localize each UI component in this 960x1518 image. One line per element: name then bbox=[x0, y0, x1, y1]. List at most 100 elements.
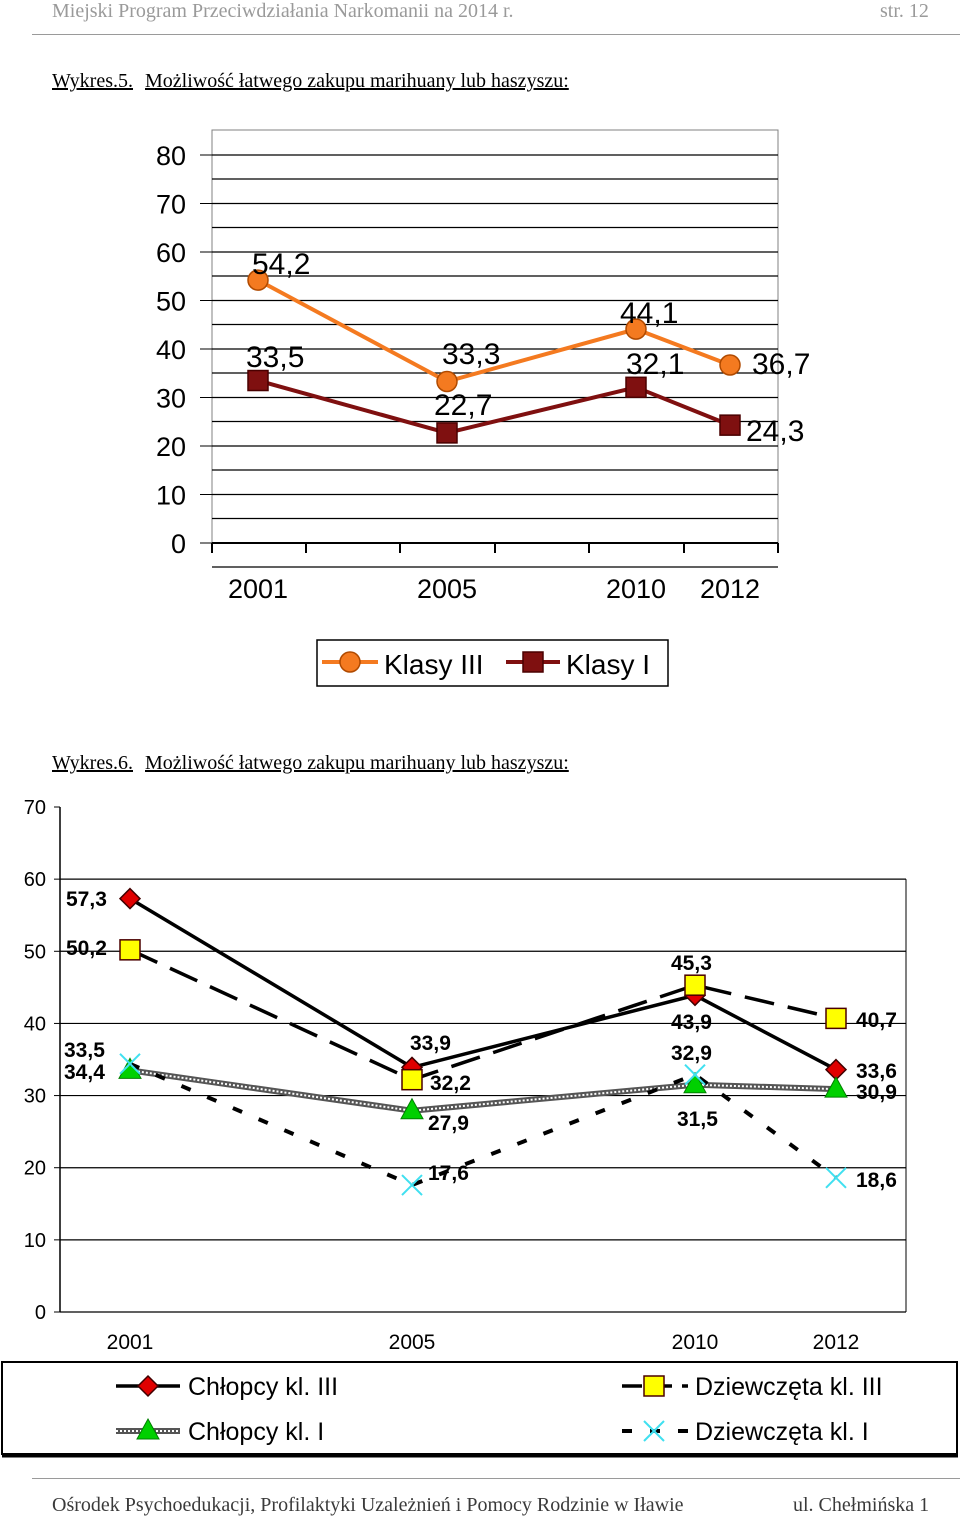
header-divider bbox=[32, 34, 960, 35]
chart2-series-dziewczeta-kl-iii: 50,2 32,2 45,3 40,7 bbox=[66, 937, 897, 1095]
chart1-x-tick-label: 2012 bbox=[700, 574, 760, 604]
chart1-y-tick-label: 60 bbox=[156, 238, 186, 268]
chart1-data-point bbox=[247, 369, 269, 392]
chart1-legend-label: Klasy I bbox=[566, 649, 650, 680]
chart1-data-point bbox=[436, 422, 458, 444]
chart2-data-point bbox=[401, 1068, 423, 1091]
chart2-data-point bbox=[825, 1167, 847, 1189]
chart2-legend-box bbox=[1, 1361, 958, 1455]
chart1-data-label: 36,7 bbox=[752, 348, 810, 381]
chart1-caption-label: Wykres.5. bbox=[52, 70, 133, 92]
chart1-legend-label: Klasy III bbox=[384, 649, 484, 680]
chart2-x-tick-label: 2010 bbox=[672, 1331, 719, 1354]
chart1-data-point bbox=[436, 370, 458, 393]
chart1-data-label: 24,3 bbox=[746, 415, 804, 448]
chart2-legend-marker-dziewczeta-kl-i bbox=[643, 1420, 665, 1442]
chart1-data-label: 32,1 bbox=[626, 348, 684, 381]
chart2-data-label: 33,6 bbox=[856, 1060, 897, 1083]
chart1-legend-marker-klasy-iii bbox=[339, 651, 361, 673]
chart1-x-tick-label: 2005 bbox=[417, 574, 477, 604]
chart1-caption: Wykres.5. Możliwość łatwego zakupu marihu… bbox=[52, 70, 569, 93]
chart1-data-label: 33,5 bbox=[246, 341, 304, 374]
chart1-y-tick-label: 80 bbox=[156, 141, 186, 171]
chart1-y-tick-label: 50 bbox=[156, 287, 186, 317]
chart1-x-tick-label: 2010 bbox=[606, 574, 666, 604]
chart2-legend-marker-dziewczeta-kl-iii bbox=[643, 1375, 665, 1397]
footer-address-right: ul. Chełmińska 1 bbox=[793, 1494, 930, 1516]
footer-address-left: Ośrodek Psychoedukacji, Profilaktyki Uza… bbox=[52, 1494, 684, 1516]
chart2-data-label: 33,9 bbox=[410, 1032, 451, 1055]
chart1-caption-title: Możliwość łatwego zakupu marihuany lub h… bbox=[145, 70, 569, 92]
chart2-legend-marker-chlopcy-kl-i bbox=[136, 1417, 160, 1440]
chart1-plot-area bbox=[211, 129, 779, 544]
chart2-series-line bbox=[129, 897, 837, 1072]
chart2-data-point bbox=[119, 939, 141, 961]
chart2-data-point bbox=[824, 1076, 848, 1098]
chart1-data-point bbox=[625, 376, 647, 399]
chart1-series-line bbox=[257, 378, 731, 435]
chart1-data-label: 54,2 bbox=[252, 248, 310, 281]
chart1-y-tick-label: 40 bbox=[156, 335, 186, 365]
chart2-data-point bbox=[825, 1007, 847, 1030]
chart2-data-point bbox=[684, 974, 706, 996]
chart2-x-tick-label: 2001 bbox=[107, 1331, 154, 1354]
chart2-data-label: 30,9 bbox=[856, 1081, 897, 1104]
chart2-y-tick-label: 70 bbox=[24, 797, 46, 819]
chart1-series-line bbox=[257, 278, 731, 384]
page-number: str. 12 bbox=[880, 0, 929, 22]
chart1-data-label: 22,7 bbox=[434, 389, 492, 422]
chart1-y-tick-label: 70 bbox=[156, 190, 186, 220]
chart2-y-tick-label: 40 bbox=[24, 1013, 46, 1035]
chart1-series-klasy-i: 33,5 22,7 32,1 24,3 bbox=[246, 341, 804, 448]
chart2-data-label: 43,9 bbox=[671, 1011, 712, 1034]
chart2-y-tick-label: 30 bbox=[24, 1086, 46, 1108]
header-title: Miejski Program Przeciwdziałania Narkoma… bbox=[52, 0, 514, 22]
chart1-line-chart: 0 10 20 30 40 50 60 70 80 2001 2005 2010 2012 54,2 33,… bbox=[156, 129, 810, 687]
chart2-legend-label: Chłopcy kl. III bbox=[188, 1373, 338, 1401]
chart2-y-tick-label: 50 bbox=[24, 941, 46, 963]
chart1-data-point bbox=[247, 269, 269, 291]
chart2-data-label: 50,2 bbox=[66, 937, 107, 960]
chart1-x-tick-label: 2001 bbox=[228, 574, 288, 604]
chart2-caption: Wykres.6. Możliwość łatwego zakupu marihu… bbox=[52, 752, 569, 775]
chart1-y-tick-label: 10 bbox=[156, 481, 186, 511]
chart2-data-point bbox=[400, 1097, 424, 1120]
footer-divider bbox=[32, 1478, 960, 1479]
chart2-data-label: 27,9 bbox=[428, 1112, 469, 1135]
chart1-legend: Klasy III Klasy I bbox=[316, 639, 669, 687]
chart2-legend-label: Dziewczęta kl. III bbox=[695, 1373, 883, 1401]
chart1-data-point bbox=[719, 414, 741, 436]
chart1-data-point bbox=[719, 354, 741, 376]
chart2-y-tick-label: 10 bbox=[24, 1230, 46, 1252]
chart1-legend-box bbox=[316, 639, 669, 687]
chart2-series-line bbox=[129, 1067, 837, 1114]
chart2-data-label: 33,5 bbox=[64, 1039, 105, 1062]
chart1-y-tick-label: 30 bbox=[156, 384, 186, 414]
chart2-legend-label: Dziewczęta kl. I bbox=[695, 1418, 869, 1446]
chart2-data-label: 57,3 bbox=[66, 888, 107, 911]
chart2-y-tick-label: 0 bbox=[35, 1302, 46, 1324]
chart1-data-point bbox=[625, 318, 647, 340]
chart1-series-klasy-iii: 54,2 33,3 44,1 36,7 bbox=[247, 248, 810, 393]
chart2-data-label: 17,6 bbox=[428, 1162, 469, 1185]
chart1-data-label: 44,1 bbox=[620, 297, 678, 330]
chart2-data-point bbox=[683, 1071, 707, 1094]
chart1-data-label: 33,3 bbox=[442, 338, 500, 371]
chart2-data-label: 32,2 bbox=[430, 1072, 471, 1095]
chart2-data-point bbox=[684, 1063, 706, 1086]
chart2-series-line bbox=[129, 948, 837, 1082]
chart2-x-tick-label: 2012 bbox=[813, 1331, 860, 1354]
chart2-data-label: 34,4 bbox=[64, 1061, 105, 1084]
chart2-data-point bbox=[119, 1053, 141, 1075]
chart2-series-chlopcy-kl-iii: 57,3 33,9 43,9 33,6 bbox=[66, 887, 897, 1083]
chart2-data-label: 45,3 bbox=[671, 952, 712, 975]
chart2-legend-label: Chłopcy kl. I bbox=[188, 1418, 324, 1446]
chart1-legend-marker-klasy-i bbox=[522, 651, 544, 673]
chart2-data-label: 18,6 bbox=[856, 1169, 897, 1192]
chart2-data-point bbox=[401, 1174, 423, 1196]
chart2-legend: Chłopcy kl. III Chłopcy kl. I Dziewczęta k… bbox=[1, 1361, 958, 1458]
chart2-series-line bbox=[129, 1061, 838, 1188]
chart2-x-tick-label: 2005 bbox=[389, 1331, 436, 1354]
chart2-series-line-pattern bbox=[129, 1069, 837, 1112]
